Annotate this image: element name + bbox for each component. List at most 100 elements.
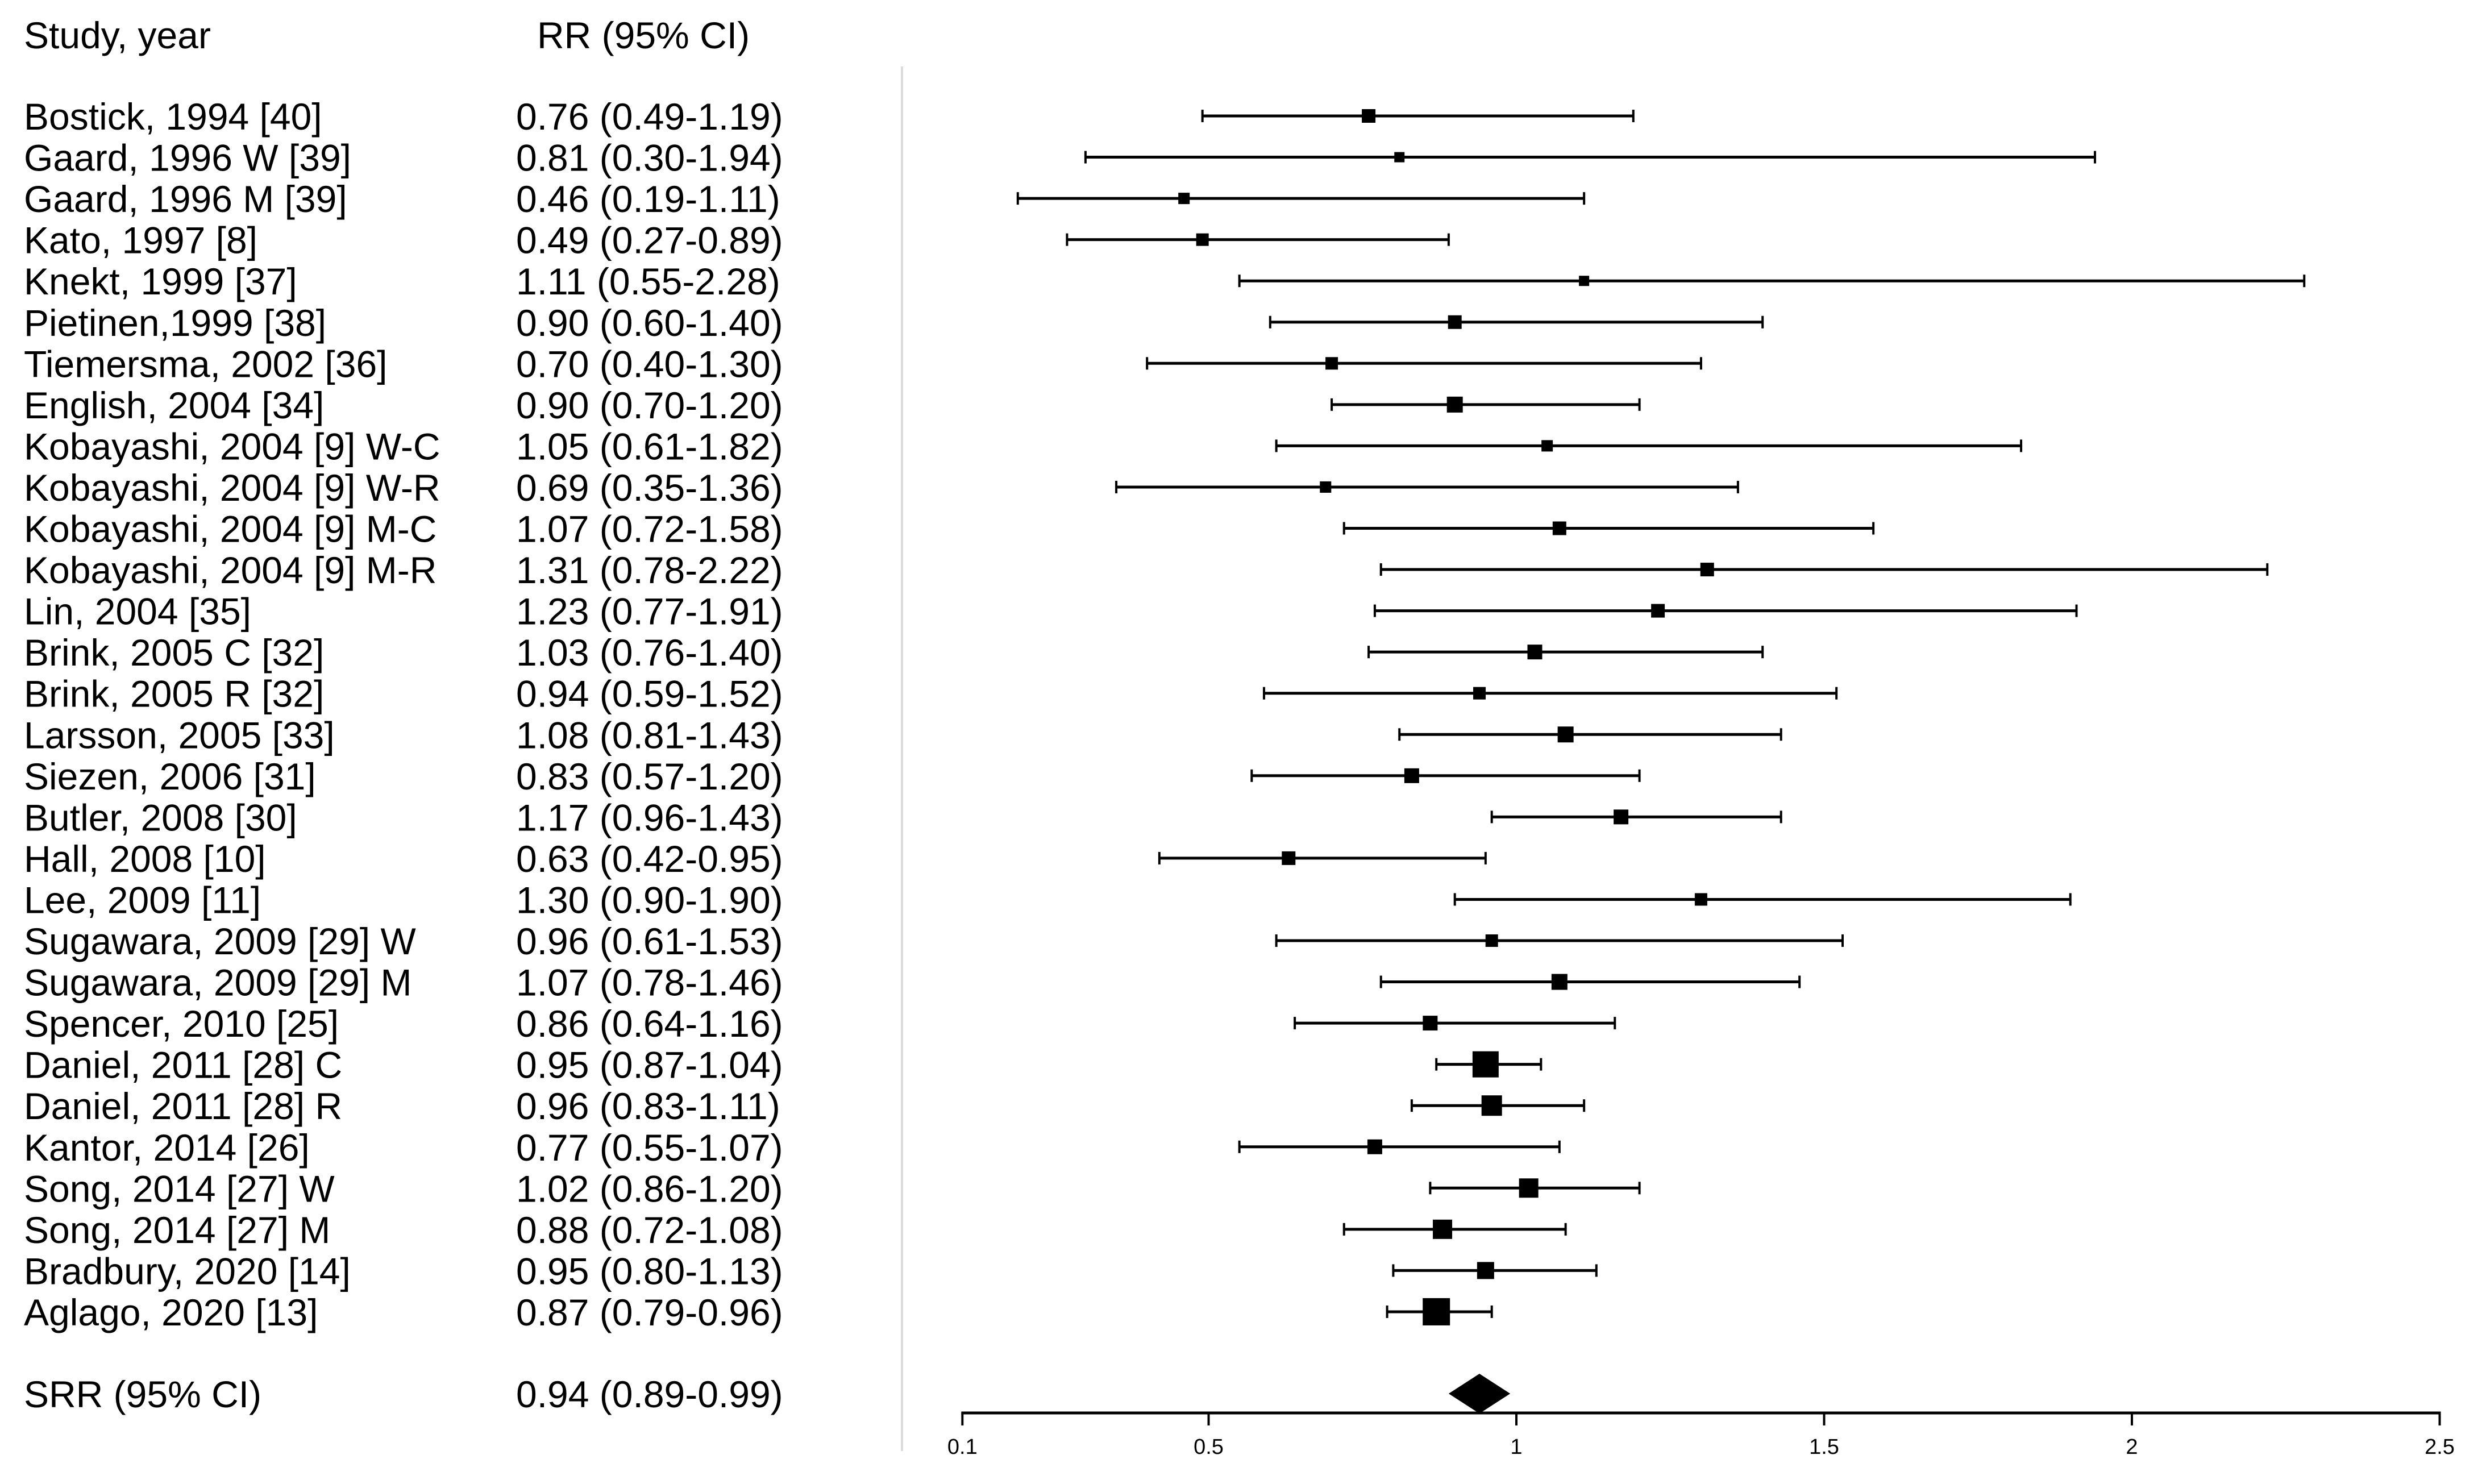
study-rows: Bostick, 1994 [40] 0.76 (0.49-1.19)Gaard,…: [24, 95, 2306, 1333]
point-estimate-marker: [1448, 315, 1462, 329]
point-estimate-marker: [1367, 1139, 1382, 1154]
study-label: Kobayashi, 2004 [9] W-R: [24, 467, 440, 509]
point-estimate-marker: [1473, 687, 1486, 700]
study-row: Daniel, 2011 [28] C 0.95 (0.87-1.04): [24, 1044, 1543, 1086]
x-axis-tick-label: 1: [1510, 1435, 1522, 1459]
study-label: Gaard, 1996 W [39]: [24, 137, 351, 179]
study-label: Gaard, 1996 M [39]: [24, 178, 347, 220]
study-rr-value: 0.88 (0.72-1.08): [516, 1209, 783, 1251]
point-estimate-marker: [1446, 396, 1463, 413]
point-estimate-marker: [1551, 974, 1568, 990]
study-row: Gaard, 1996 W [39] 0.81 (0.30-1.94): [24, 137, 2097, 179]
point-estimate-marker: [1325, 357, 1338, 370]
point-estimate-marker: [1557, 726, 1574, 743]
study-rr-value: 0.63 (0.42-0.95): [516, 838, 783, 880]
study-rr-value: 0.95 (0.80-1.13): [516, 1250, 783, 1292]
x-axis: 0.1 0.5 1 1.5 2 2.5: [947, 1411, 2455, 1459]
summary-value: 0.94 (0.89-0.99): [516, 1373, 783, 1415]
point-estimate-marker: [1527, 645, 1543, 660]
point-estimate-marker: [1579, 276, 1590, 286]
x-axis-tick-label: 0.5: [1194, 1435, 1224, 1459]
study-rr-value: 1.07 (0.72-1.58): [516, 508, 783, 550]
study-label: Butler, 2008 [30]: [24, 796, 297, 838]
summary-label: SRR (95% CI): [24, 1373, 261, 1415]
x-axis-tick-label: 2: [2126, 1435, 2138, 1459]
point-estimate-marker: [1485, 934, 1498, 947]
point-estimate-marker: [1423, 1298, 1450, 1325]
study-label: Kobayashi, 2004 [9] M-C: [24, 508, 436, 550]
point-estimate-marker: [1320, 481, 1332, 493]
study-rr-value: 0.96 (0.83-1.11): [516, 1085, 780, 1127]
column-header-rr: RR (95% CI): [537, 14, 750, 56]
study-rr-value: 0.76 (0.49-1.19): [516, 95, 783, 138]
study-label: Larsson, 2005 [33]: [24, 714, 335, 756]
study-rr-value: 1.07 (0.78-1.46): [516, 962, 783, 1004]
study-rr-value: 0.90 (0.70-1.20): [516, 384, 783, 426]
study-row: Sugawara, 2009 [29] W 0.96 (0.61-1.53): [24, 920, 1844, 962]
study-row: English, 2004 [34] 0.90 (0.70-1.20): [24, 384, 1641, 426]
study-label: Sugawara, 2009 [29] W: [24, 920, 416, 962]
study-label: Aglago, 2020 [13]: [24, 1291, 318, 1333]
point-estimate-marker: [1552, 521, 1566, 535]
study-rr-value: 0.77 (0.55-1.07): [516, 1126, 783, 1169]
study-rr-value: 0.90 (0.60-1.40): [516, 302, 783, 344]
x-axis-tick-label: 0.1: [947, 1435, 978, 1459]
study-label: Kantor, 2014 [26]: [24, 1126, 310, 1169]
point-estimate-marker: [1694, 893, 1707, 906]
study-row: Spencer, 2010 [25] 0.86 (0.64-1.16): [24, 1003, 1616, 1045]
study-rr-value: 0.69 (0.35-1.36): [516, 467, 783, 509]
study-label: Hall, 2008 [10]: [24, 838, 266, 880]
study-row: Kobayashi, 2004 [9] M-R 1.31 (0.78-2.22): [24, 549, 2269, 591]
point-estimate-marker: [1651, 604, 1665, 618]
study-label: Siezen, 2006 [31]: [24, 755, 316, 797]
study-row: Bradbury, 2020 [14] 0.95 (0.80-1.13): [24, 1250, 1598, 1292]
x-axis-tick-label: 2.5: [2425, 1435, 2455, 1459]
study-label: Kobayashi, 2004 [9] M-R: [24, 549, 436, 591]
study-rr-value: 1.08 (0.81-1.43): [516, 714, 783, 756]
point-estimate-marker: [1423, 1016, 1438, 1031]
study-rr-value: 0.70 (0.40-1.30): [516, 343, 783, 385]
point-estimate-marker: [1477, 1262, 1494, 1279]
point-estimate-marker: [1362, 109, 1376, 123]
point-estimate-marker: [1481, 1095, 1502, 1116]
study-row: Tiemersma, 2002 [36] 0.70 (0.40-1.30): [24, 343, 1702, 385]
study-rr-value: 1.02 (0.86-1.20): [516, 1167, 783, 1209]
study-label: Knekt, 1999 [37]: [24, 260, 297, 302]
point-estimate-marker: [1433, 1219, 1453, 1239]
study-label: Lee, 2009 [11]: [24, 879, 261, 921]
study-row: Song, 2014 [27] W 1.02 (0.86-1.20): [24, 1167, 1641, 1209]
study-row: Pietinen,1999 [38] 0.90 (0.60-1.40): [24, 302, 1764, 344]
study-rr-value: 1.03 (0.76-1.40): [516, 631, 783, 674]
study-label: Brink, 2005 R [32]: [24, 673, 324, 715]
study-rr-value: 1.31 (0.78-2.22): [516, 549, 783, 591]
study-rr-value: 0.83 (0.57-1.20): [516, 755, 783, 797]
study-label: Bostick, 1994 [40]: [24, 95, 322, 138]
x-axis-tick-label: 1.5: [1809, 1435, 1839, 1459]
study-row: Kato, 1997 [8] 0.49 (0.27-0.89): [24, 219, 1450, 261]
study-label: Daniel, 2011 [28] R: [24, 1085, 342, 1127]
study-label: Brink, 2005 C [32]: [24, 631, 324, 674]
study-rr-value: 0.81 (0.30-1.94): [516, 137, 783, 179]
summary-diamond: [1448, 1374, 1511, 1414]
study-label: Spencer, 2010 [25]: [24, 1003, 339, 1045]
study-rr-value: 0.46 (0.19-1.11): [516, 178, 780, 220]
study-row: Brink, 2005 C [32] 1.03 (0.76-1.40): [24, 631, 1764, 674]
study-row: Kobayashi, 2004 [9] W-C 1.05 (0.61-1.82): [24, 425, 2023, 467]
study-row: Sugawara, 2009 [29] M 1.07 (0.78-1.46): [24, 962, 1801, 1004]
study-rr-value: 0.49 (0.27-0.89): [516, 219, 783, 261]
study-row: Kantor, 2014 [26] 0.77 (0.55-1.07): [24, 1126, 1561, 1169]
point-estimate-marker: [1282, 851, 1296, 865]
study-label: Daniel, 2011 [28] C: [24, 1044, 342, 1086]
study-row: Butler, 2008 [30] 1.17 (0.96-1.43): [24, 796, 1782, 838]
study-rr-value: 1.05 (0.61-1.82): [516, 425, 783, 467]
study-row: Kobayashi, 2004 [9] W-R 0.69 (0.35-1.36): [24, 467, 1739, 509]
study-row: Knekt, 1999 [37] 1.11 (0.55-2.28): [24, 260, 2306, 302]
study-row: Daniel, 2011 [28] R 0.96 (0.83-1.11): [24, 1085, 1586, 1127]
study-row: Aglago, 2020 [13] 0.87 (0.79-0.96): [24, 1291, 1493, 1333]
study-rr-value: 0.96 (0.61-1.53): [516, 920, 783, 962]
study-row: Gaard, 1996 M [39] 0.46 (0.19-1.11): [24, 178, 1586, 220]
study-rr-value: 0.87 (0.79-0.96): [516, 1291, 783, 1333]
study-label: Song, 2014 [27] M: [24, 1209, 330, 1251]
study-row: Lee, 2009 [11] 1.30 (0.90-1.90): [24, 879, 2072, 921]
